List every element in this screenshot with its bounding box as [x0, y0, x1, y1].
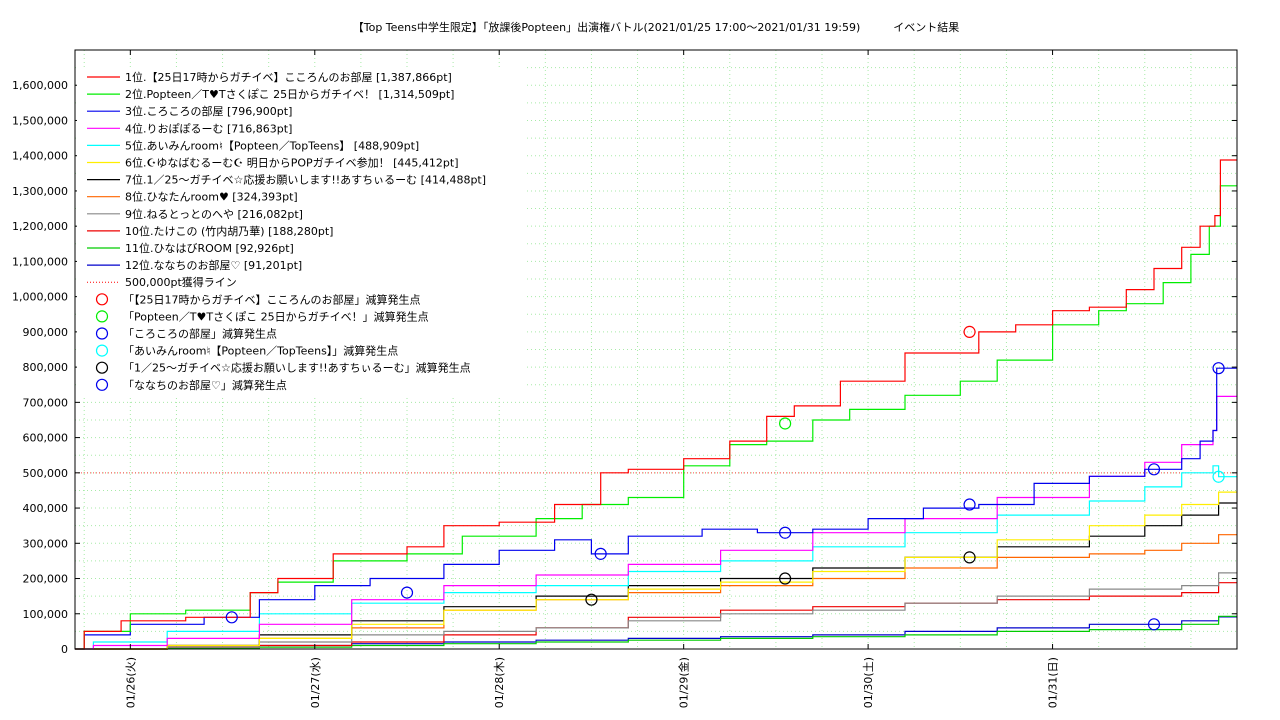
series-line — [75, 491, 1237, 650]
y-tick-label: 900,000 — [23, 326, 69, 339]
legend-label: 9位.ねるとっとのへや [216,082pt] — [125, 207, 303, 221]
y-axis: 0 100,000 200,000 300,000 400,000 500,000 600,… — [12, 79, 1237, 656]
y-tick-label: 1,600,000 — [12, 79, 68, 92]
legend-label: 7位.1／25〜ガチイベ☆応援お願いします!!あすちぃるーむ [414,488p… — [125, 173, 486, 187]
subtraction-marker — [225, 611, 238, 624]
y-tick-label: 1,400,000 — [12, 150, 68, 163]
y-tick-label: 700,000 — [23, 396, 69, 409]
y-tick-label: 0 — [61, 643, 68, 656]
legend-marker — [95, 310, 109, 323]
legend-label: 「ころころの部屋」減算発生点 — [123, 327, 277, 341]
legend-label: 4位.りおぽぽるーむ [716,863pt] — [125, 121, 292, 135]
legend-label: 5位.あいみんroom♮【Popteen／TopTeens】 [488,909p… — [125, 138, 419, 152]
subtraction-marker — [779, 526, 792, 539]
legend-background — [77, 67, 525, 397]
legend-marker — [95, 344, 109, 357]
subtraction-marker — [1147, 618, 1161, 631]
legend: 1位.【25日17時からガチイベ】こころんのお部屋 [1,387,866pt] 2… — [77, 67, 525, 397]
y-tick-label: 300,000 — [23, 537, 69, 550]
x-tick-label: 01/29(金) — [677, 657, 691, 708]
legend-label: 1位.【25日17時からガチイベ】こころんのお部屋 [1,387,866pt] — [125, 70, 452, 84]
series-line — [75, 572, 1237, 650]
legend-marker — [95, 327, 109, 340]
series-line — [75, 616, 1237, 650]
subtraction-marker — [1212, 362, 1225, 375]
series-line — [75, 502, 1237, 650]
subtraction-marker — [1212, 470, 1225, 483]
y-tick-label: 800,000 — [23, 361, 69, 374]
y-tick-label: 1,300,000 — [12, 185, 68, 198]
y-tick-label: 500,000 — [23, 467, 69, 480]
x-tick-label: 01/30(土) — [862, 657, 875, 708]
subtraction-marker — [594, 547, 607, 560]
series-line — [75, 159, 1237, 650]
x-tick-label: 01/27(水) — [309, 657, 322, 708]
y-tick-label: 400,000 — [23, 502, 69, 515]
subtraction-marker — [963, 551, 976, 564]
legend-label: 「【25日17時からガチイベ】こころんのお部屋」減算発生点 — [123, 292, 421, 306]
legend-label: 12位.ななちのお部屋♡ [91,201pt] — [125, 258, 302, 272]
series-line — [75, 615, 1237, 650]
legend-label: 「Popteen／T♥Tさくぽこ 25日からガチイベ！」減算発生点 — [123, 309, 429, 323]
legend-label: 「ななちのお部屋♡」減算発生点 — [123, 378, 287, 392]
y-tick-label: 600,000 — [23, 432, 69, 445]
legend-label: 「あいみんroom♮【Popteen／TopTeens】」減算発生点 — [123, 344, 398, 358]
subtraction-marker — [585, 593, 598, 606]
series-layer — [75, 159, 1237, 650]
series-line — [75, 395, 1237, 650]
x-tick-label: 01/26(火) — [124, 657, 137, 708]
y-tick-label: 1,200,000 — [12, 220, 68, 233]
legend-label: 500,000pt獲得ライン — [125, 276, 237, 289]
x-axis: 01/26(火) 01/27(水) 01/28(木) 01/29(金) 01/30(土)… — [124, 50, 1060, 708]
legend-label: 11位.ひなはびROOM [92,926pt] — [125, 241, 294, 255]
subtraction-marker — [963, 325, 976, 338]
y-tick-label: 1,100,000 — [12, 255, 68, 268]
legend-label: 3位.ころころの部屋 [796,900pt] — [125, 104, 292, 118]
subtraction-marker — [400, 586, 414, 599]
legend-label: 6位.☪ゆなばむるーむ☪ 明日からPOPガチイベ参加！ [445,412pt] — [125, 156, 459, 170]
legend-marker — [95, 378, 109, 391]
x-tick-label: 01/28(木) — [493, 657, 506, 708]
subtraction-marker — [963, 498, 976, 511]
legend-label: 10位.たけこの (竹内胡乃華) [188,280pt] — [125, 224, 333, 238]
subtraction-marker — [779, 417, 792, 430]
legend-label: 8位.ひなたんroom♥ [324,393pt] — [125, 190, 298, 204]
marker-layer — [225, 325, 1225, 631]
subtraction-marker — [779, 572, 792, 585]
legend-marker — [95, 293, 109, 306]
y-tick-label: 1,000,000 — [12, 291, 68, 304]
series-line — [75, 465, 1237, 650]
grid — [75, 49, 1237, 650]
subtraction-marker — [1147, 463, 1161, 476]
y-tick-label: 200,000 — [23, 573, 69, 586]
y-tick-label: 100,000 — [23, 608, 69, 621]
chart-title: 【Top Teens中学生限定】「放課後Popteen」出演権バトル(2021/… — [352, 21, 960, 34]
series-line — [75, 367, 1237, 650]
legend-label: 2位.Popteen／T♥Tさくぽこ 25日からガチイベ！ [1,314,509… — [125, 87, 454, 101]
plot-frame — [74, 49, 1238, 650]
y-tick-label: 1,500,000 — [12, 114, 68, 127]
legend-label: 「1／25〜ガチイベ☆応援お願いします!!あすちぃるーむ」減算発生点 — [123, 361, 471, 375]
legend-marker — [95, 361, 109, 374]
x-tick-label: 01/31(日) — [1047, 657, 1060, 708]
